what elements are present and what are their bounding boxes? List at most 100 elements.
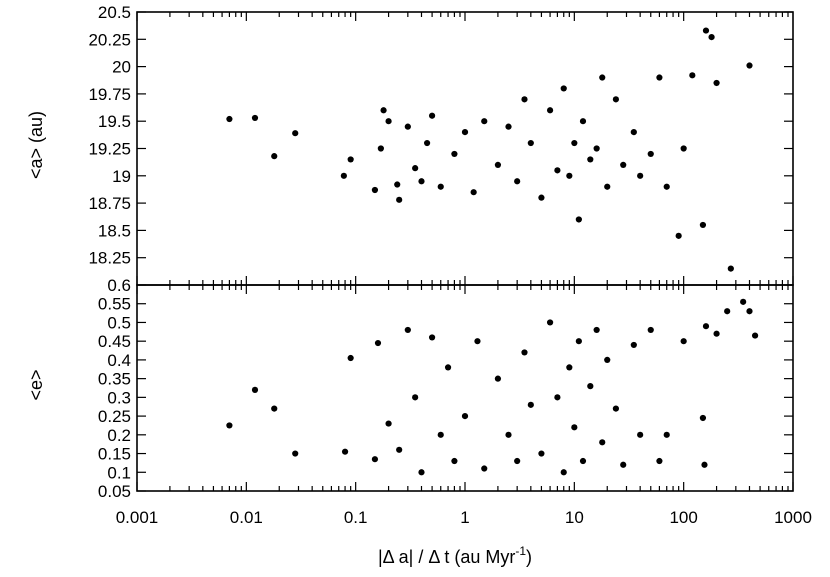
data-point-bottom xyxy=(724,308,731,315)
data-point-top xyxy=(680,145,687,152)
data-point-top xyxy=(226,115,233,123)
data-point-bottom xyxy=(527,401,534,408)
y-tick-label-bottom: 0.2 xyxy=(107,426,131,445)
data-point-top xyxy=(689,72,696,79)
y-axis-title-bottom: <e> xyxy=(26,369,46,400)
data-point-bottom xyxy=(371,456,379,463)
data-point-top xyxy=(699,221,707,229)
data-point-bottom xyxy=(620,461,627,468)
plot-frame-top xyxy=(136,11,794,286)
data-point-top xyxy=(713,79,720,87)
data-point-top xyxy=(560,85,567,92)
data-point-bottom xyxy=(554,394,561,401)
data-point-bottom xyxy=(746,308,753,315)
data-point-bottom xyxy=(494,375,502,382)
data-point-bottom xyxy=(566,364,573,371)
y-tick-label-bottom: 0.55 xyxy=(98,295,131,314)
data-point-top xyxy=(566,172,573,179)
data-point-bottom xyxy=(656,457,663,465)
y-tick-label-bottom: 0.35 xyxy=(98,370,131,389)
data-point-top xyxy=(593,145,600,152)
data-point-top xyxy=(538,194,545,201)
y-tick-label-top: 19.75 xyxy=(88,85,131,104)
data-point-top xyxy=(587,156,594,163)
data-point-bottom xyxy=(740,298,747,305)
data-point-bottom xyxy=(505,431,512,438)
y-tick-label-top: 18.75 xyxy=(88,194,131,213)
data-point-top xyxy=(371,186,379,194)
data-point-bottom xyxy=(396,446,403,453)
data-point-bottom xyxy=(647,326,654,334)
x-tick-label: 100 xyxy=(669,508,697,527)
x-tick-label: 0.001 xyxy=(116,508,159,527)
y-tick-label-top: 20.5 xyxy=(98,3,131,22)
bottom-panel-eccentricity: 0.001 0.01 0.1 1 10 100 10000.050.10.150.20.25… xyxy=(98,276,812,527)
data-point-top xyxy=(461,129,469,136)
y-axis-title-top: <a> (au) xyxy=(26,111,46,179)
data-point-bottom xyxy=(663,431,670,438)
data-point-bottom xyxy=(374,339,382,347)
data-point-bottom xyxy=(451,457,458,465)
data-point-bottom xyxy=(474,338,481,345)
data-point-top xyxy=(637,172,644,179)
data-point-bottom xyxy=(702,323,710,330)
x-tick-label: 10 xyxy=(565,508,584,527)
data-point-bottom xyxy=(713,330,720,337)
data-point-top xyxy=(347,156,354,163)
y-tick-label-bottom: 0.5 xyxy=(107,313,131,332)
data-point-top xyxy=(521,96,528,103)
y-tick-label-bottom: 0.45 xyxy=(98,332,131,351)
data-point-bottom xyxy=(593,326,600,334)
y-tick-label-bottom: 0.1 xyxy=(107,463,131,482)
data-point-bottom xyxy=(699,414,707,422)
data-point-top xyxy=(527,139,534,147)
data-point-top xyxy=(412,165,419,172)
data-point-bottom xyxy=(514,457,521,465)
data-point-top xyxy=(620,161,627,168)
x-axis-title: |Δ a| / Δ t (au Myr-1) xyxy=(378,544,532,567)
data-point-bottom xyxy=(226,422,233,429)
data-point-bottom xyxy=(444,364,452,371)
y-tick-label-top: 20 xyxy=(112,58,131,77)
data-point-bottom xyxy=(630,341,637,349)
data-point-top xyxy=(394,181,401,188)
x-tick-label: 1000 xyxy=(774,508,812,527)
data-point-top xyxy=(437,183,444,190)
data-point-top xyxy=(404,123,411,130)
top-panel-semimajor-axis: 18.25 18.5 18.75 19 19.25 19.5 19.75 20 20.25 20.… xyxy=(88,3,794,286)
data-point-bottom xyxy=(604,356,611,364)
x-tick-label: 1 xyxy=(460,508,469,527)
data-point-top xyxy=(727,265,734,272)
y-tick-label-top: 20.25 xyxy=(88,30,131,49)
y-tick-label-top: 19.25 xyxy=(88,140,131,159)
data-point-bottom xyxy=(637,431,644,438)
data-point-top xyxy=(575,216,582,223)
data-point-bottom xyxy=(404,326,411,334)
data-point-bottom xyxy=(587,383,594,390)
data-point-top xyxy=(292,130,299,137)
data-point-top xyxy=(481,118,488,125)
data-point-bottom xyxy=(271,405,278,412)
data-point-top xyxy=(505,123,512,130)
data-point-top xyxy=(251,114,259,122)
data-point-top xyxy=(380,107,387,114)
data-point-bottom xyxy=(428,334,436,341)
data-point-bottom xyxy=(251,386,259,393)
data-point-bottom xyxy=(437,431,444,438)
data-point-top xyxy=(663,183,670,190)
y-tick-label-bottom: 0.05 xyxy=(98,482,131,501)
data-point-bottom xyxy=(418,469,425,476)
data-point-bottom xyxy=(481,465,488,472)
data-point-bottom xyxy=(521,349,528,356)
x-axis-title-superscript: -1 xyxy=(515,544,526,558)
data-point-top xyxy=(630,129,637,136)
data-point-bottom xyxy=(575,338,582,345)
data-point-bottom xyxy=(292,450,299,457)
data-point-bottom xyxy=(751,332,759,339)
data-point-bottom xyxy=(599,439,606,446)
data-point-top xyxy=(708,34,715,41)
data-point-top xyxy=(579,118,587,125)
data-point-top xyxy=(554,167,561,174)
data-point-top xyxy=(656,74,663,81)
